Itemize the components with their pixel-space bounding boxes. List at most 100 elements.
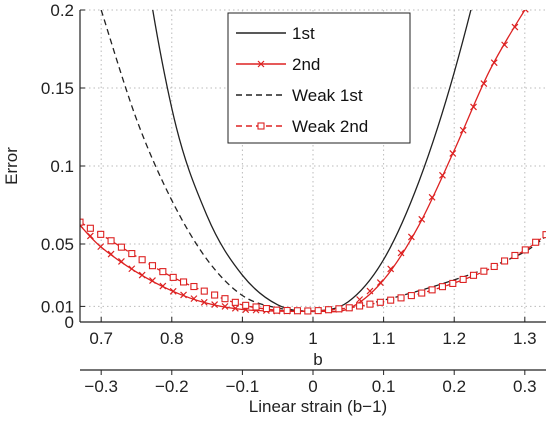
data-point-marker: [521, 246, 529, 254]
x-tick-label: 1.2: [442, 329, 466, 348]
data-point-marker: [211, 291, 219, 299]
legend-marker: [257, 60, 265, 68]
data-point-marker: [418, 215, 426, 223]
data-point-marker: [490, 59, 498, 67]
secondary-x-axis-label: Linear strain (b−1): [249, 397, 387, 416]
data-point-marker: [501, 257, 509, 265]
data-point-marker: [366, 300, 374, 308]
data-point-marker: [376, 298, 384, 306]
data-point-marker: [180, 291, 187, 299]
data-point-marker: [376, 279, 384, 286]
data-point-marker: [542, 231, 546, 239]
secondary-x-ticks: −0.3 −0.2 −0.1 0 0.1 0.2 0.3: [84, 370, 537, 396]
series-layer: [80, 10, 546, 315]
data-point-marker: [470, 103, 477, 111]
data-point-marker: [86, 232, 94, 240]
data-point-marker: [283, 306, 291, 315]
data-point-marker: [169, 287, 177, 295]
secondary-x-tick-label: −0.3: [84, 377, 118, 396]
legend-label: Weak 2nd: [292, 117, 368, 136]
x-ticks: 0.7 0.8 0.9 1 1.1 1.2 1.3: [89, 317, 537, 348]
data-point-marker: [532, 238, 540, 246]
data-point-marker: [490, 262, 498, 271]
y-tick-label: 0.01: [41, 297, 74, 316]
data-point-marker: [449, 149, 457, 157]
y-tick-label: 0.05: [41, 235, 74, 254]
data-point-marker: [501, 41, 509, 49]
data-point-marker: [387, 296, 395, 304]
legend-item: Weak 2nd: [236, 117, 368, 136]
legend: 1st 2nd Weak 1st Weak 2nd: [227, 12, 411, 144]
data-point-marker: [335, 305, 343, 313]
data-point-marker: [252, 303, 260, 311]
secondary-x-tick-label: 0: [308, 377, 317, 396]
data-point-marker: [80, 218, 84, 226]
data-point-marker: [200, 287, 208, 295]
data-point-marker: [242, 301, 250, 309]
data-point-marker: [190, 282, 198, 291]
data-point-marker: [128, 265, 136, 273]
data-point-marker: [262, 305, 270, 313]
data-point-marker: [356, 296, 364, 303]
data-point-marker: [211, 301, 219, 309]
y-ticks: 00.01 0.05 0.1 0.15 0.2: [41, 1, 85, 332]
data-point-marker: [324, 306, 333, 314]
x-axis-label: b: [313, 350, 322, 369]
data-point-marker: [180, 278, 188, 286]
legend-item: 2nd: [236, 55, 320, 74]
data-point-marker: [345, 304, 353, 312]
data-point-marker: [231, 304, 239, 312]
data-point-marker: [117, 243, 125, 251]
data-point-marker: [117, 258, 125, 265]
x-tick-label: 0.7: [89, 329, 113, 348]
legend-label: Weak 1st: [292, 86, 363, 105]
data-point-marker: [273, 306, 281, 314]
x-tick-label: 1.3: [513, 329, 537, 348]
y-tick-label: 0: [65, 313, 74, 332]
data-point-marker: [459, 275, 467, 283]
data-point-marker: [428, 286, 436, 294]
data-point-marker: [159, 282, 167, 290]
y-tick-label: 0.15: [41, 79, 74, 98]
data-point-marker: [356, 302, 364, 310]
data-point-marker: [86, 224, 94, 232]
data-point-marker: [169, 273, 177, 281]
data-point-marker: [407, 292, 415, 300]
data-point-marker: [107, 250, 115, 258]
series-weak-2nd: [80, 218, 546, 315]
data-point-marker: [138, 271, 146, 279]
x-tick-label: 0.8: [160, 329, 184, 348]
data-point-marker: [469, 271, 478, 279]
data-point-marker: [449, 279, 457, 287]
legend-label: 2nd: [292, 55, 320, 74]
secondary-x-tick-label: −0.1: [226, 377, 260, 396]
data-point-marker: [480, 267, 488, 275]
data-point-marker: [407, 233, 415, 241]
data-point-marker: [190, 295, 198, 303]
data-point-marker: [231, 298, 239, 306]
data-point-marker: [397, 294, 405, 302]
data-point-marker: [511, 251, 519, 260]
data-point-marker: [480, 80, 488, 87]
legend-label: 1st: [292, 24, 315, 43]
data-point-marker: [159, 268, 167, 276]
y-axis-label: Error: [2, 147, 21, 185]
data-point-marker: [293, 307, 302, 315]
data-point-marker: [200, 298, 208, 306]
data-point-marker: [521, 10, 529, 13]
data-point-marker: [387, 265, 395, 273]
data-point-marker: [148, 262, 157, 270]
data-point-marker: [439, 171, 446, 179]
data-point-marker: [428, 193, 436, 201]
data-point-marker: [314, 307, 322, 315]
legend-item: 1st: [236, 24, 315, 43]
data-point-marker: [221, 303, 229, 310]
data-point-marker: [459, 126, 467, 134]
secondary-x-tick-label: −0.2: [155, 377, 189, 396]
data-point-marker: [366, 287, 374, 295]
data-point-marker: [97, 243, 105, 251]
x-tick-label: 1.1: [372, 329, 396, 348]
series-line: [80, 221, 546, 312]
data-point-marker: [138, 256, 146, 264]
